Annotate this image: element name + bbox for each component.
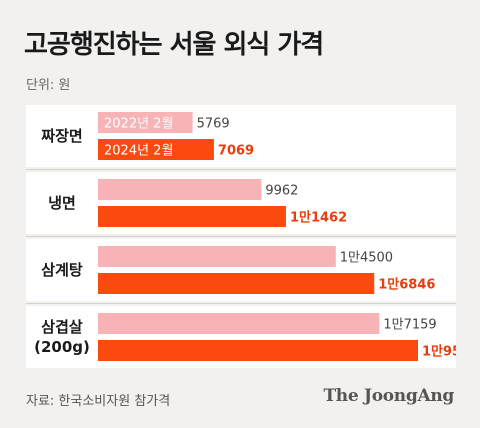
data-label: 1만9514 bbox=[422, 344, 456, 360]
data-label: 9962 bbox=[265, 184, 298, 199]
data-label: 5769 bbox=[197, 117, 230, 132]
bar bbox=[98, 112, 193, 133]
data-label: 7069 bbox=[218, 144, 254, 159]
publisher-logo: The JoongAng bbox=[323, 386, 454, 406]
bar-chart: 짜장면 2022년 2월 5769 2024년 2월 7069 냉면 9962 1만1462 삼… bbox=[26, 105, 456, 373]
category-label: 삼겹살 (200g) bbox=[34, 318, 90, 356]
category-label: 냉면 bbox=[48, 194, 76, 212]
bar bbox=[98, 246, 336, 267]
legend-label: 2022년 2월 bbox=[104, 117, 173, 132]
row-background bbox=[26, 105, 456, 167]
data-label: 1만6846 bbox=[378, 277, 435, 293]
data-label: 1만4500 bbox=[340, 251, 393, 266]
bar bbox=[98, 179, 262, 200]
bar bbox=[98, 313, 380, 334]
unit-label: 단위: 원 bbox=[26, 78, 71, 93]
bar-chart-svg: 짜장면 2022년 2월 5769 2024년 2월 7069 냉면 9962 1만1462 삼… bbox=[26, 105, 456, 368]
bar bbox=[98, 273, 375, 294]
data-label: 1만7159 bbox=[383, 318, 436, 333]
bar bbox=[98, 206, 286, 227]
bar bbox=[98, 340, 418, 361]
chart-title: 고공행진하는 서울 외식 가격 bbox=[24, 30, 324, 60]
category-label: 짜장면 bbox=[41, 127, 82, 145]
data-label: 1만1462 bbox=[290, 210, 347, 226]
source-note: 자료: 한국소비자원 참가격 bbox=[26, 394, 171, 409]
bar bbox=[98, 139, 214, 160]
category-label: 삼계탕 bbox=[41, 261, 83, 279]
legend-label: 2024년 2월 bbox=[104, 144, 173, 159]
